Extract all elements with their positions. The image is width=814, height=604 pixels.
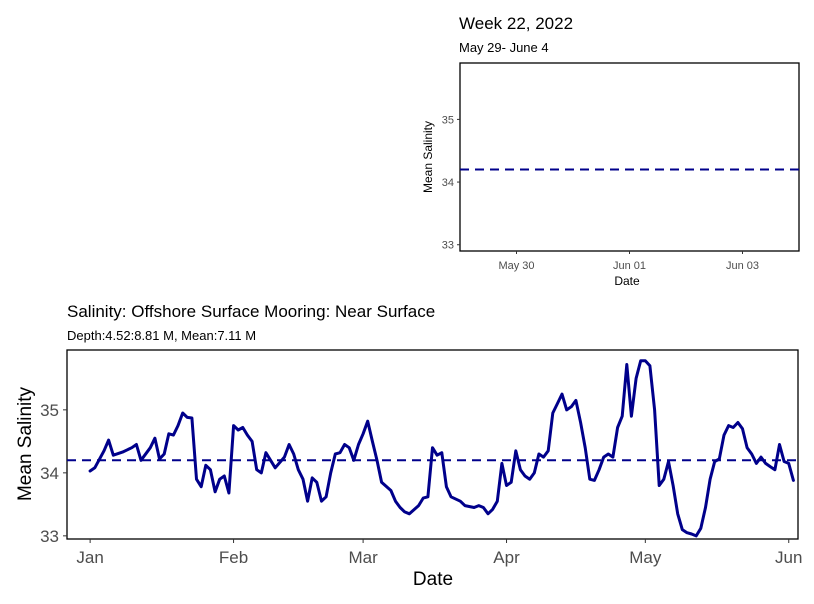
week-chart-subtitle: May 29- June 4 <box>459 40 549 55</box>
salinity-chart-subtitle: Depth:4.52:8.81 M, Mean:7.11 M <box>67 328 256 343</box>
week-y-tick-label: 34 <box>442 177 454 189</box>
salinity-chart-title: Salinity: Offshore Surface Mooring: Near… <box>67 302 435 321</box>
salinity-series-line <box>88 359 795 538</box>
salinity-x-tick-label: Mar <box>348 548 378 567</box>
week-x-tick-label: Jun 03 <box>726 260 759 272</box>
week-chart: Week 22, 2022 May 29- June 4 33 34 35 May … <box>421 14 800 288</box>
salinity-y-tick-label: 35 <box>40 401 59 420</box>
week-chart-plot-frame <box>459 62 800 252</box>
week-chart-title: Week 22, 2022 <box>459 14 573 33</box>
week-x-tick-label: Jun 01 <box>613 260 646 272</box>
salinity-x-tick-label: Apr <box>493 548 520 567</box>
salinity-chart-x-axis-label: Date <box>413 569 453 590</box>
salinity-chart-y-axis-label: Mean Salinity <box>15 386 36 501</box>
salinity-chart-x-ticks: Jan Feb Mar Apr May Jun <box>76 539 802 567</box>
salinity-y-tick-label: 34 <box>40 464 59 483</box>
salinity-x-tick-label: Jan <box>76 548 103 567</box>
week-y-tick-label: 35 <box>442 114 454 126</box>
salinity-chart: Salinity: Offshore Surface Mooring: Near… <box>15 302 802 590</box>
week-chart-y-ticks: 33 34 35 <box>442 114 460 252</box>
salinity-y-tick-label: 33 <box>40 527 59 546</box>
salinity-x-tick-label: Jun <box>775 548 802 567</box>
salinity-x-tick-label: May <box>629 548 662 567</box>
week-chart-x-ticks: May 30 Jun 01 Jun 03 <box>498 251 759 272</box>
salinity-x-tick-label: Feb <box>219 548 248 567</box>
week-chart-x-axis-label: Date <box>614 274 640 288</box>
week-x-tick-label: May 30 <box>498 260 534 272</box>
salinity-chart-y-ticks: 33 34 35 <box>40 401 67 546</box>
week-y-tick-label: 33 <box>442 240 454 252</box>
week-chart-y-axis-label: Mean Salinity <box>421 121 435 193</box>
salinity-chart-plot-frame <box>66 349 799 540</box>
